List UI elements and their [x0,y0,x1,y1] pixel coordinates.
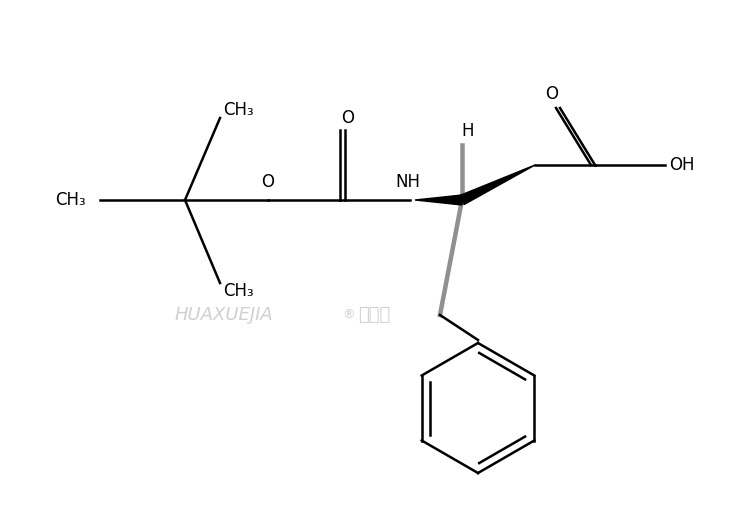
Text: CH₃: CH₃ [223,101,254,119]
Polygon shape [415,195,462,205]
Text: O: O [261,173,275,191]
Text: CH₃: CH₃ [55,191,85,209]
Polygon shape [460,165,535,204]
Text: H: H [461,122,474,140]
Text: CH₃: CH₃ [223,282,254,300]
Text: HUAXUEJIA: HUAXUEJIA [175,306,274,324]
Text: OH: OH [669,156,695,174]
Text: O: O [342,109,355,127]
Text: O: O [545,85,559,103]
Text: ®: ® [342,308,355,321]
Text: 化学加: 化学加 [358,306,390,324]
Text: NH: NH [395,173,420,191]
